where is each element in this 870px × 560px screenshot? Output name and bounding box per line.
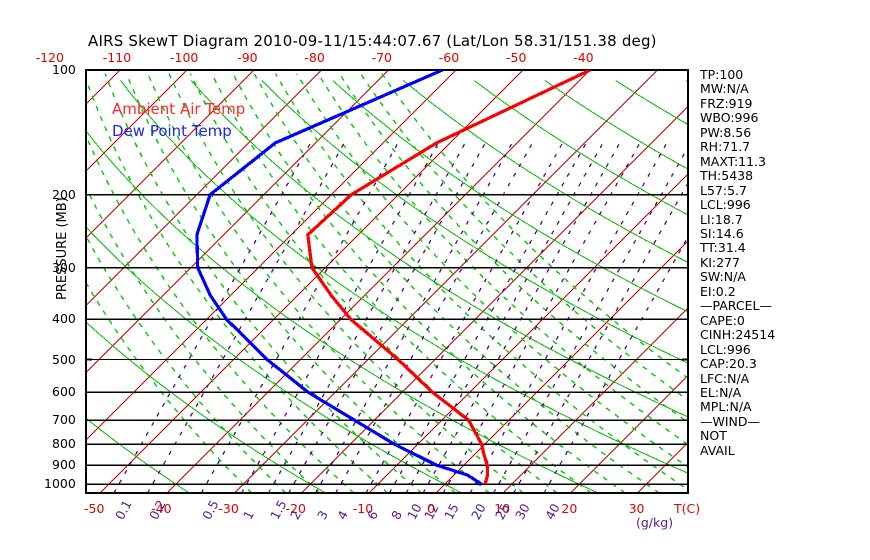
top-temp-tick--40: -40: [573, 50, 594, 65]
index-tp100: TP:100: [700, 67, 744, 82]
index-lcl996: LCL:996: [700, 341, 751, 357]
index-th5438: TH:5438: [700, 168, 754, 184]
pressure-tick-700: 700: [52, 412, 76, 428]
top-temp-tick--110: -110: [102, 50, 132, 65]
index-maxt113: MAXT:11.3: [700, 153, 766, 169]
pressure-tick-800: 800: [52, 436, 76, 452]
bottom-temp-tick--20: -20: [285, 501, 307, 516]
bottom-temp-tick-10: 10: [494, 501, 511, 516]
index-ei02: EI:0.2: [700, 283, 736, 299]
index-not: NOT: [700, 428, 727, 444]
index-rh717: RH:71.7: [700, 139, 751, 155]
index-lfcna: LFC:N/A: [700, 370, 750, 386]
pressure-tick-600: 600: [52, 384, 76, 400]
top-temp-tick--80: -80: [304, 50, 325, 65]
bottom-temp-tick--50: -50: [84, 501, 105, 516]
top-temp-tick--60: -60: [438, 50, 460, 65]
index-li187: LI:18.7: [700, 211, 743, 227]
pressure-tick-900: 900: [52, 457, 76, 473]
index-mplna: MPL:N/A: [700, 399, 752, 415]
legend-dew-point-temp: Dew Point Temp: [112, 122, 232, 140]
top-temp-tick--120: -120: [35, 50, 64, 65]
bottom-temp-tick-30: 30: [628, 501, 645, 516]
bottom-temp-tick--10: -10: [352, 501, 374, 516]
pressure-tick-500: 500: [52, 351, 76, 367]
bottom-temp-tick--30: -30: [218, 501, 239, 516]
index-lcl996: LCL:996: [700, 197, 751, 213]
page-title: AIRS SkewT Diagram 2010-09-11/15:44:07.6…: [88, 32, 657, 50]
index-cap203: CAP:20.3: [700, 356, 757, 372]
index-wbo996: WBO:996: [700, 110, 759, 126]
index-cape0: CAPE:0: [700, 312, 745, 328]
index-tt314: TT:31.4: [700, 240, 746, 256]
pressure-tick-1000: 1000: [44, 476, 76, 492]
index-swna: SW:N/A: [700, 269, 746, 285]
index-si146: SI:14.6: [700, 225, 744, 241]
pressure-tick-400: 400: [52, 311, 76, 327]
index-wind: —WIND—: [700, 413, 761, 429]
bottom-temp-tick-20: 20: [561, 501, 578, 516]
index-avail: AVAIL: [700, 442, 735, 458]
pressure-tick-200: 200: [52, 186, 76, 202]
pressure-tick-100: 100: [52, 62, 76, 77]
index-mwna: MW:N/A: [700, 81, 749, 97]
derived-indices-panel: TP:100 MW:N/A FRZ:919 WBO:996 PW:8.56 RH:71.7…: [700, 67, 865, 458]
index-elna: EL:N/A: [700, 384, 742, 400]
index-parcel: —PARCEL—: [700, 298, 772, 314]
top-temp-tick--50: -50: [506, 50, 527, 65]
top-temp-tick--70: -70: [371, 50, 393, 65]
index-pw856: PW:8.56: [700, 124, 752, 140]
index-cinh24514: CINH:24514: [700, 327, 776, 343]
mixing-ratio-axis-label: (g/kg): [636, 515, 674, 530]
pressure-tick-300: 300: [52, 259, 76, 275]
top-temp-tick--90: -90: [237, 50, 258, 65]
index-ki277: KI:277: [700, 254, 740, 270]
index-l5757: L57:5.7: [700, 182, 747, 198]
bottom-temp-tick-0: 0: [427, 501, 435, 516]
top-temp-tick--100: -100: [170, 50, 199, 65]
legend-ambient-air-temp: Ambient Air Temp: [112, 100, 246, 118]
bottom-axis-label: T(C): [674, 501, 701, 516]
bottom-temp-tick--40: -40: [151, 501, 172, 516]
y-axis-label: PRESSURE (MB): [55, 197, 70, 300]
index-frz919: FRZ:919: [700, 95, 753, 111]
